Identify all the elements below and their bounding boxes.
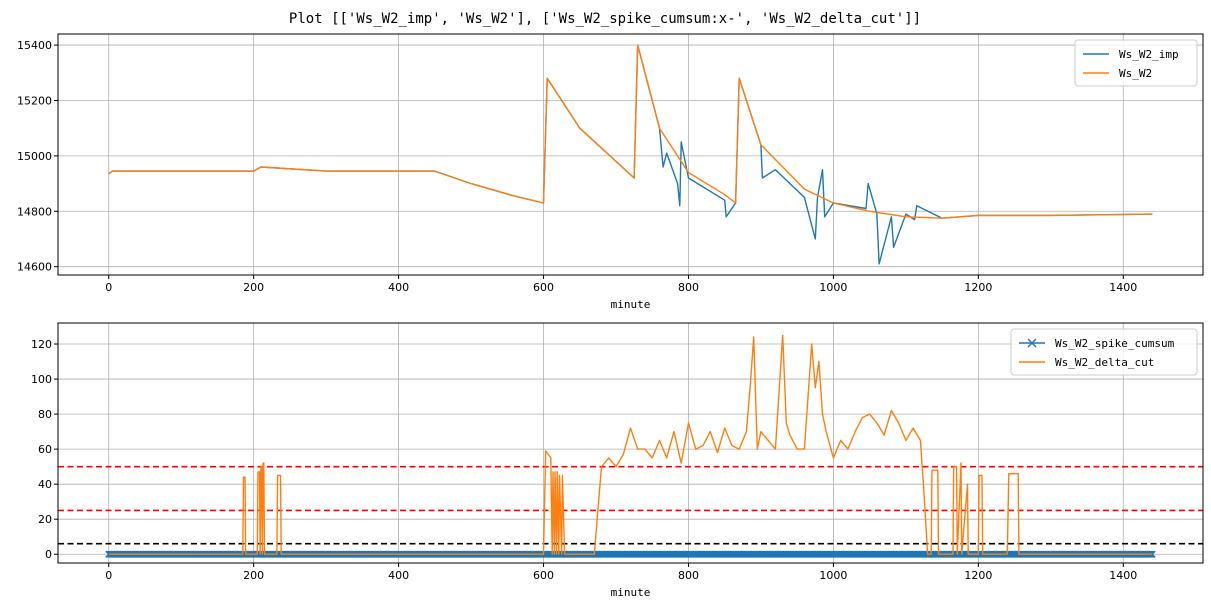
- bottom-plot-xtick-label-4: 800: [678, 569, 699, 582]
- bottom-plot-xtick-label-5: 1000: [819, 569, 847, 582]
- top-plot-xtick-label-2: 400: [388, 281, 409, 294]
- top-plot-ytick-label-2: 15000: [17, 150, 52, 163]
- top-plot-lines: [108, 44, 1153, 265]
- top-plot-legend: Ws_W2_imp Ws_W2: [1074, 39, 1198, 87]
- bottom-plot-ytick-label-5: 100: [31, 373, 52, 386]
- top-plot-xtick-label-4: 800: [678, 281, 699, 294]
- top-plot-xlabel: minute: [611, 298, 651, 311]
- bottom-plot-ytick-label-2: 40: [38, 478, 52, 491]
- bottom-plot-legend-box: [1010, 328, 1198, 376]
- top-plot-legend-box: [1074, 39, 1198, 87]
- bottom-plot-legend: Ws_W2_spike_cumsum Ws_W2_delta_cut: [1010, 328, 1198, 376]
- bottom-plot-xtick-label-3: 600: [533, 569, 554, 582]
- top-plot-legend-label-0: Ws_W2_imp: [1119, 48, 1179, 61]
- bottom-plot: 0 200 400 600 800 1000 1200 1400 0 20 40 60 80 100 120…: [31, 322, 1204, 599]
- top-plot-ytick-label-4: 15400: [17, 39, 52, 52]
- bottom-plot-legend-label-1: Ws_W2_delta_cut: [1055, 356, 1154, 369]
- bottom-plot-legend-marker-0: [1027, 338, 1037, 348]
- bottom-plot-xtick-label-2: 400: [388, 569, 409, 582]
- bottom-plot-ytick-label-0: 0: [45, 548, 52, 561]
- bottom-plot-xtick-label-7: 1400: [1109, 569, 1137, 582]
- top-plot-xtick-label-5: 1000: [819, 281, 847, 294]
- bottom-plot-threshold-lines: [58, 465, 1203, 545]
- bottom-plot-ytick-label-3: 60: [38, 443, 52, 456]
- figure-title: Plot [['Ws_W2_imp', 'Ws_W2'], ['Ws_W2_sp…: [289, 11, 921, 27]
- top-plot-xtick-label-7: 1400: [1109, 281, 1137, 294]
- top-plot-xtick-label-6: 1200: [964, 281, 992, 294]
- bottom-plot-ytick-label-1: 20: [38, 513, 52, 526]
- top-plot-xtick-label-1: 200: [243, 281, 264, 294]
- bottom-plot-xtick-label-0: 0: [105, 569, 112, 582]
- top-plot-series-0: [108, 44, 1153, 265]
- bottom-plot-series-1: [108, 334, 1153, 555]
- bottom-plot-ytick-label-4: 80: [38, 408, 52, 421]
- top-plot-grid: [58, 34, 1203, 275]
- top-plot-legend-label-1: Ws_W2: [1119, 67, 1152, 80]
- bottom-plot-ytick-label-6: 120: [31, 338, 52, 351]
- top-plot: 0 200 400 600 800 1000 1200 1400 14600 14800 15000…: [17, 33, 1204, 311]
- bottom-plot-lines: [105, 334, 1156, 558]
- top-plot-ytick-label-0: 14600: [17, 261, 52, 274]
- bottom-plot-xlabel: minute: [611, 586, 651, 599]
- bottom-plot-ticks: 0 200 400 600 800 1000 1200 1400 0 20 40 60 80 100 120: [31, 338, 1137, 582]
- bottom-plot-xtick-label-1: 200: [243, 569, 264, 582]
- top-plot-ytick-label-3: 15200: [17, 94, 52, 107]
- bottom-plot-frame: [57, 322, 1204, 564]
- top-plot-ytick-label-1: 14800: [17, 205, 52, 218]
- bottom-plot-legend-label-0: Ws_W2_spike_cumsum: [1055, 337, 1175, 350]
- top-plot-ticks: 0 200 400 600 800 1000 1200 1400 14600 14800 15000…: [17, 39, 1137, 294]
- bottom-plot-xtick-label-6: 1200: [964, 569, 992, 582]
- top-plot-xtick-label-3: 600: [533, 281, 554, 294]
- top-plot-xtick-label-0: 0: [105, 281, 112, 294]
- top-plot-series-1: [108, 44, 1153, 219]
- top-plot-frame: [57, 33, 1204, 276]
